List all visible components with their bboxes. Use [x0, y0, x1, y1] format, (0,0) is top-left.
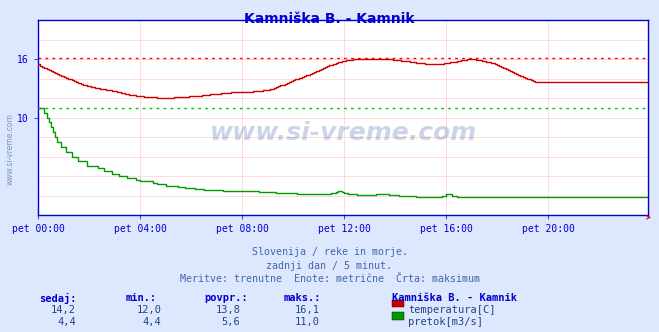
- Text: 14,2: 14,2: [51, 305, 76, 315]
- Text: temperatura[C]: temperatura[C]: [408, 305, 496, 315]
- Text: sedaj:: sedaj:: [40, 293, 77, 304]
- Text: min.:: min.:: [125, 293, 156, 303]
- Text: Kamniška B. - Kamnik: Kamniška B. - Kamnik: [392, 293, 517, 303]
- Text: www.si-vreme.com: www.si-vreme.com: [210, 121, 476, 145]
- Text: www.si-vreme.com: www.si-vreme.com: [5, 114, 14, 185]
- Text: 5,6: 5,6: [222, 317, 241, 327]
- Text: maks.:: maks.:: [283, 293, 321, 303]
- Text: povpr.:: povpr.:: [204, 293, 248, 303]
- Text: pretok[m3/s]: pretok[m3/s]: [408, 317, 483, 327]
- Text: 4,4: 4,4: [57, 317, 76, 327]
- Text: Kamniška B. - Kamnik: Kamniška B. - Kamnik: [244, 12, 415, 26]
- Text: 12,0: 12,0: [136, 305, 161, 315]
- Text: 11,0: 11,0: [295, 317, 320, 327]
- Text: 16,1: 16,1: [295, 305, 320, 315]
- Text: 4,4: 4,4: [143, 317, 161, 327]
- Text: 13,8: 13,8: [215, 305, 241, 315]
- Text: Slovenija / reke in morje.: Slovenija / reke in morje.: [252, 247, 407, 257]
- Text: Meritve: trenutne  Enote: metrične  Črta: maksimum: Meritve: trenutne Enote: metrične Črta: …: [179, 274, 480, 284]
- Text: zadnji dan / 5 minut.: zadnji dan / 5 minut.: [266, 261, 393, 271]
